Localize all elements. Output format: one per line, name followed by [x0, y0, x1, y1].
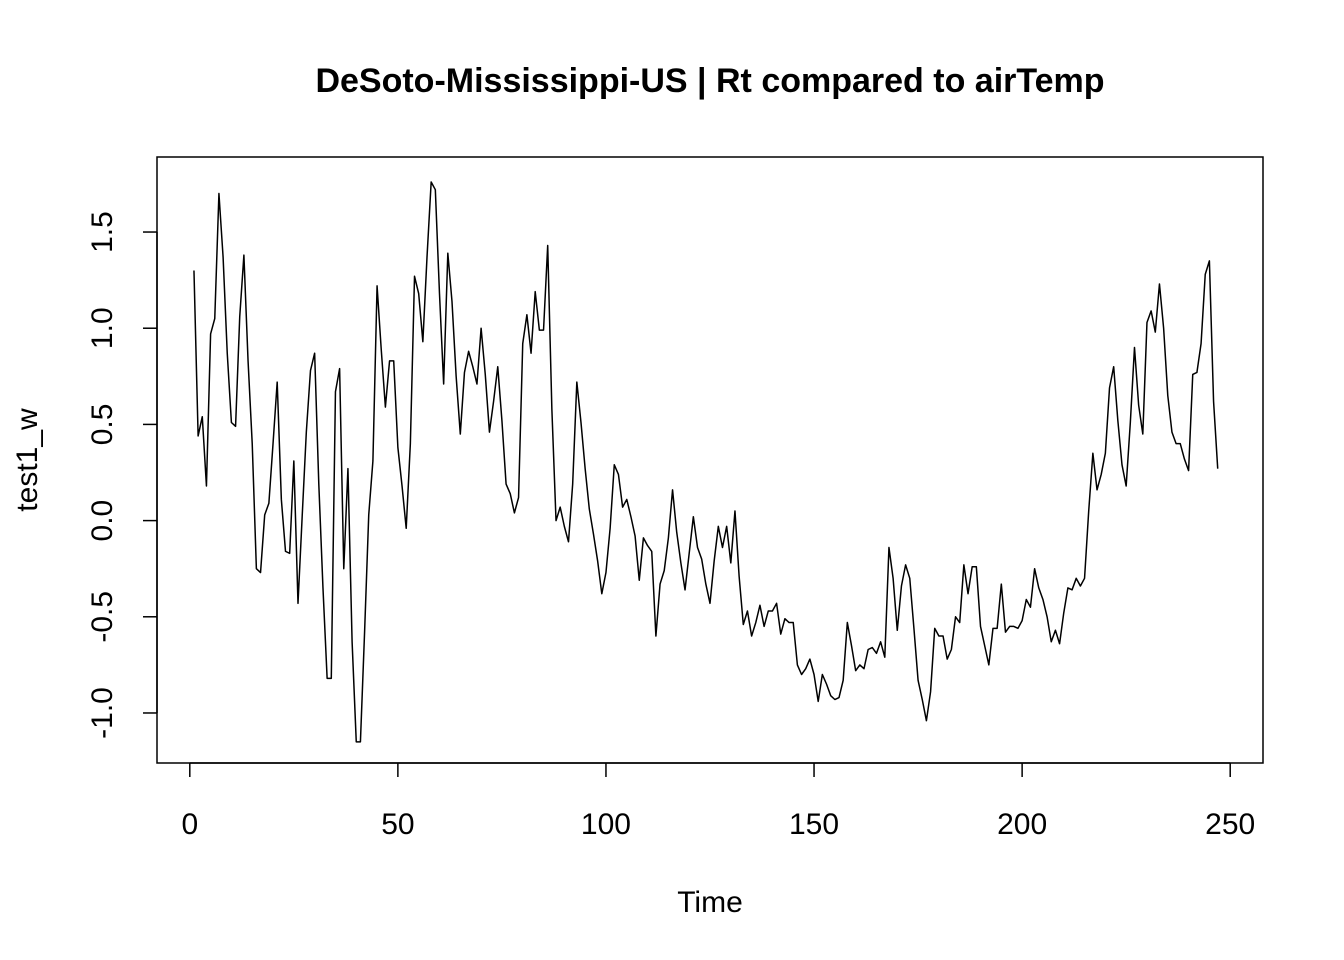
- x-axis: 0 50 100 150 200 250: [181, 762, 1255, 841]
- x-tick-label: 50: [381, 808, 414, 841]
- y-axis: -1.0 -0.5 0.0 0.5 1.0 1.5: [86, 211, 158, 739]
- y-axis-label: test1_w: [11, 408, 44, 512]
- plot-frame: [156, 156, 1264, 764]
- y-tick-label: 1.5: [86, 211, 119, 253]
- y-tick-label: -1.0: [86, 687, 119, 739]
- x-tick-label: 250: [1205, 808, 1255, 841]
- series-line: [193, 181, 1219, 743]
- y-tick-label: 1.0: [86, 307, 119, 349]
- y-tick-label: 0.0: [86, 500, 119, 542]
- y-tick-label: -0.5: [86, 591, 119, 643]
- x-tick-label: 100: [581, 808, 631, 841]
- x-axis-label: Time: [677, 886, 743, 919]
- chart-title: DeSoto-Mississippi-US | Rt compared to a…: [315, 62, 1104, 100]
- x-tick-label: 0: [181, 808, 198, 841]
- y-tick-label: 0.5: [86, 404, 119, 446]
- x-tick-label: 200: [997, 808, 1047, 841]
- x-tick-label: 150: [789, 808, 839, 841]
